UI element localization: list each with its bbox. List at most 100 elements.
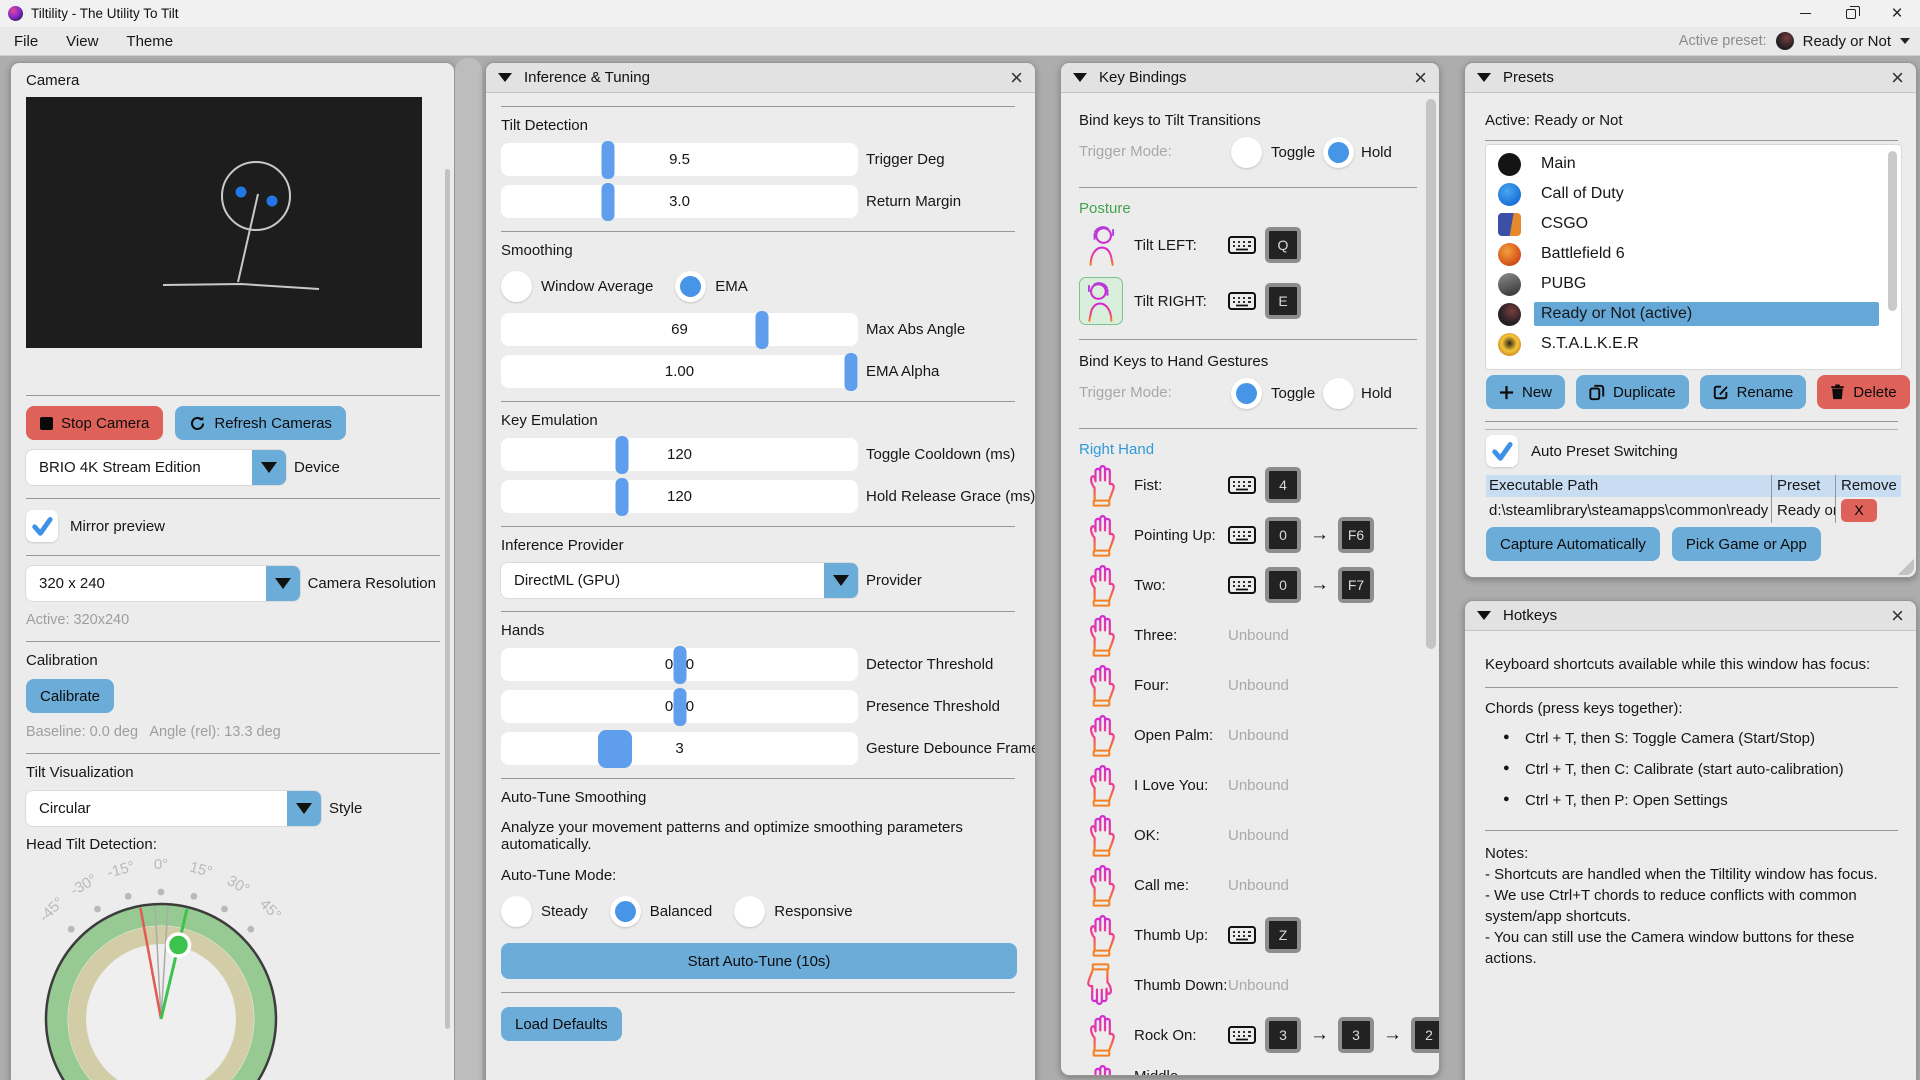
slider-presence-threshold[interactable]: 0.50: [501, 687, 858, 726]
keycap-3[interactable]: 3: [1265, 1017, 1301, 1053]
radio-balanced[interactable]: [609, 895, 641, 927]
keycap-z[interactable]: Z: [1265, 917, 1301, 953]
slider-gesture-debounce-frames[interactable]: 3: [501, 729, 858, 768]
rename-icon: [1713, 385, 1728, 400]
collapse-icon[interactable]: [1477, 611, 1491, 620]
duplicate-preset-button[interactable]: Duplicate: [1576, 375, 1689, 409]
slider-return-margin[interactable]: 3.0: [501, 182, 858, 221]
close-panel-button[interactable]: ×: [1010, 64, 1023, 90]
close-panel-button[interactable]: ×: [1891, 64, 1904, 90]
auto-preset-switching-checkbox[interactable]: [1486, 435, 1518, 467]
refresh-cameras-button[interactable]: Refresh Cameras: [175, 406, 346, 440]
capture-automatically-button[interactable]: Capture Automatically: [1486, 527, 1660, 561]
ok-icon-box: [1079, 811, 1123, 859]
preset-item-csgo[interactable]: CSGO: [1486, 209, 1901, 239]
provider-combobox[interactable]: DirectML (GPU): [501, 563, 858, 598]
start-autotune-button[interactable]: Start Auto-Tune (10s): [501, 943, 1017, 979]
radio-hold[interactable]: [1323, 378, 1354, 409]
close-panel-button[interactable]: ×: [1414, 64, 1427, 90]
collapse-icon[interactable]: [498, 73, 512, 82]
preset-list-scrollbar[interactable]: [1888, 151, 1897, 311]
radio-option-balanced[interactable]: Balanced: [609, 895, 712, 927]
slider-thumb[interactable]: [844, 352, 858, 391]
keycap-f6[interactable]: F6: [1338, 517, 1374, 553]
slider-thumb[interactable]: [598, 729, 633, 768]
notes-heading: Notes:: [1485, 845, 1529, 862]
radio-toggle[interactable]: [1231, 137, 1262, 168]
pick-game-button[interactable]: Pick Game or App: [1671, 527, 1821, 561]
keycap-0[interactable]: 0: [1265, 567, 1301, 603]
keycap-f7[interactable]: F7: [1338, 567, 1374, 603]
device-combo-arrow[interactable]: [252, 450, 286, 485]
menu-file[interactable]: File: [14, 32, 39, 50]
delete-preset-button[interactable]: Delete: [1817, 375, 1910, 409]
camera-panel-scrollbar[interactable]: [445, 169, 450, 1029]
menu-view[interactable]: View: [66, 32, 99, 50]
style-combobox[interactable]: Circular: [26, 791, 321, 826]
preset-item-stalker[interactable]: S.T.A.L.K.E.R: [1486, 329, 1901, 359]
three-icon: [1082, 613, 1120, 657]
section-label-inference-provider: Inference Provider: [501, 537, 624, 554]
radio-hold[interactable]: [1323, 137, 1354, 168]
key-bindings-scrollbar[interactable]: [1426, 99, 1436, 649]
slider-thumb[interactable]: [601, 140, 615, 179]
slider-trigger-deg[interactable]: 9.5: [501, 140, 858, 179]
binding-row-tilt-right: Tilt RIGHT: E: [1061, 273, 1439, 329]
preset-item-call-of-duty[interactable]: Call of Duty: [1486, 179, 1901, 209]
resize-grip[interactable]: [1898, 559, 1914, 575]
preset-item-pubg[interactable]: PUBG: [1486, 269, 1901, 299]
remove-path-button[interactable]: X: [1841, 498, 1877, 522]
collapse-icon[interactable]: [1477, 73, 1491, 82]
slider-toggle-cooldown-ms[interactable]: 120: [501, 435, 858, 474]
radio-option-ema[interactable]: EMA: [675, 270, 748, 302]
style-combo-arrow[interactable]: [287, 791, 321, 826]
calibrate-button[interactable]: Calibrate: [26, 679, 115, 713]
preset-item-battlefield-6[interactable]: Battlefield 6: [1486, 239, 1901, 269]
slider-hold-release-grace-ms[interactable]: 120: [501, 477, 858, 516]
active-preset-chip[interactable]: Active preset: Ready or Not: [1679, 32, 1920, 50]
combo-arrow-button[interactable]: [824, 563, 858, 598]
radio-steady[interactable]: [501, 895, 532, 927]
radio-option-window-average[interactable]: Window Average: [501, 270, 653, 302]
radio-toggle[interactable]: [1231, 378, 1262, 409]
radio-option-responsive[interactable]: Responsive: [734, 895, 853, 927]
resolution-combobox[interactable]: 320 x 240: [26, 566, 300, 601]
resolution-combo-arrow[interactable]: [265, 566, 300, 601]
radio-ema[interactable]: [675, 270, 707, 302]
maximize-button[interactable]: [1828, 0, 1874, 27]
gauge-angle-dot: [165, 932, 192, 958]
device-combobox[interactable]: BRIO 4K Stream Edition: [26, 450, 286, 485]
slider-thumb[interactable]: [755, 310, 769, 349]
radio-responsive[interactable]: [734, 895, 766, 927]
mirror-preview-checkbox[interactable]: [26, 510, 58, 542]
menu-theme[interactable]: Theme: [126, 32, 174, 50]
slider-ema-alpha[interactable]: 1.00: [501, 352, 858, 391]
radio-window-average[interactable]: [501, 270, 532, 302]
panel-splitter[interactable]: [455, 58, 482, 1080]
keycap-q[interactable]: Q: [1265, 227, 1301, 263]
keycap-3[interactable]: 3: [1338, 1017, 1374, 1053]
slider-thumb[interactable]: [673, 687, 686, 726]
slider-thumb[interactable]: [601, 182, 615, 221]
slider-thumb[interactable]: [615, 435, 629, 474]
keycap-4[interactable]: 4: [1265, 467, 1301, 503]
keycap-e[interactable]: E: [1265, 283, 1301, 319]
radio-option-steady[interactable]: Steady: [501, 895, 588, 927]
keycap-2[interactable]: 2: [1411, 1017, 1439, 1053]
slider-thumb[interactable]: [673, 645, 686, 684]
preset-item-ready-or-not[interactable]: Ready or Not (active): [1486, 299, 1901, 329]
rename-preset-button[interactable]: Rename: [1699, 375, 1807, 409]
load-defaults-button[interactable]: Load Defaults: [501, 1007, 622, 1041]
preset-item-main[interactable]: Main: [1486, 149, 1901, 179]
collapse-icon[interactable]: [1073, 73, 1087, 82]
keycap-0[interactable]: 0: [1265, 517, 1301, 553]
new-preset-button[interactable]: New: [1486, 375, 1566, 409]
slider-thumb[interactable]: [615, 477, 629, 516]
minimize-button[interactable]: [1782, 0, 1828, 27]
inference-panel-title: Inference & Tuning: [524, 69, 650, 86]
close-panel-button[interactable]: ×: [1891, 602, 1904, 628]
close-button[interactable]: ×: [1874, 0, 1920, 27]
stop-camera-button[interactable]: Stop Camera: [26, 406, 164, 440]
slider-max-abs-angle[interactable]: 69: [501, 310, 858, 349]
slider-detector-threshold[interactable]: 0.50: [501, 645, 858, 684]
